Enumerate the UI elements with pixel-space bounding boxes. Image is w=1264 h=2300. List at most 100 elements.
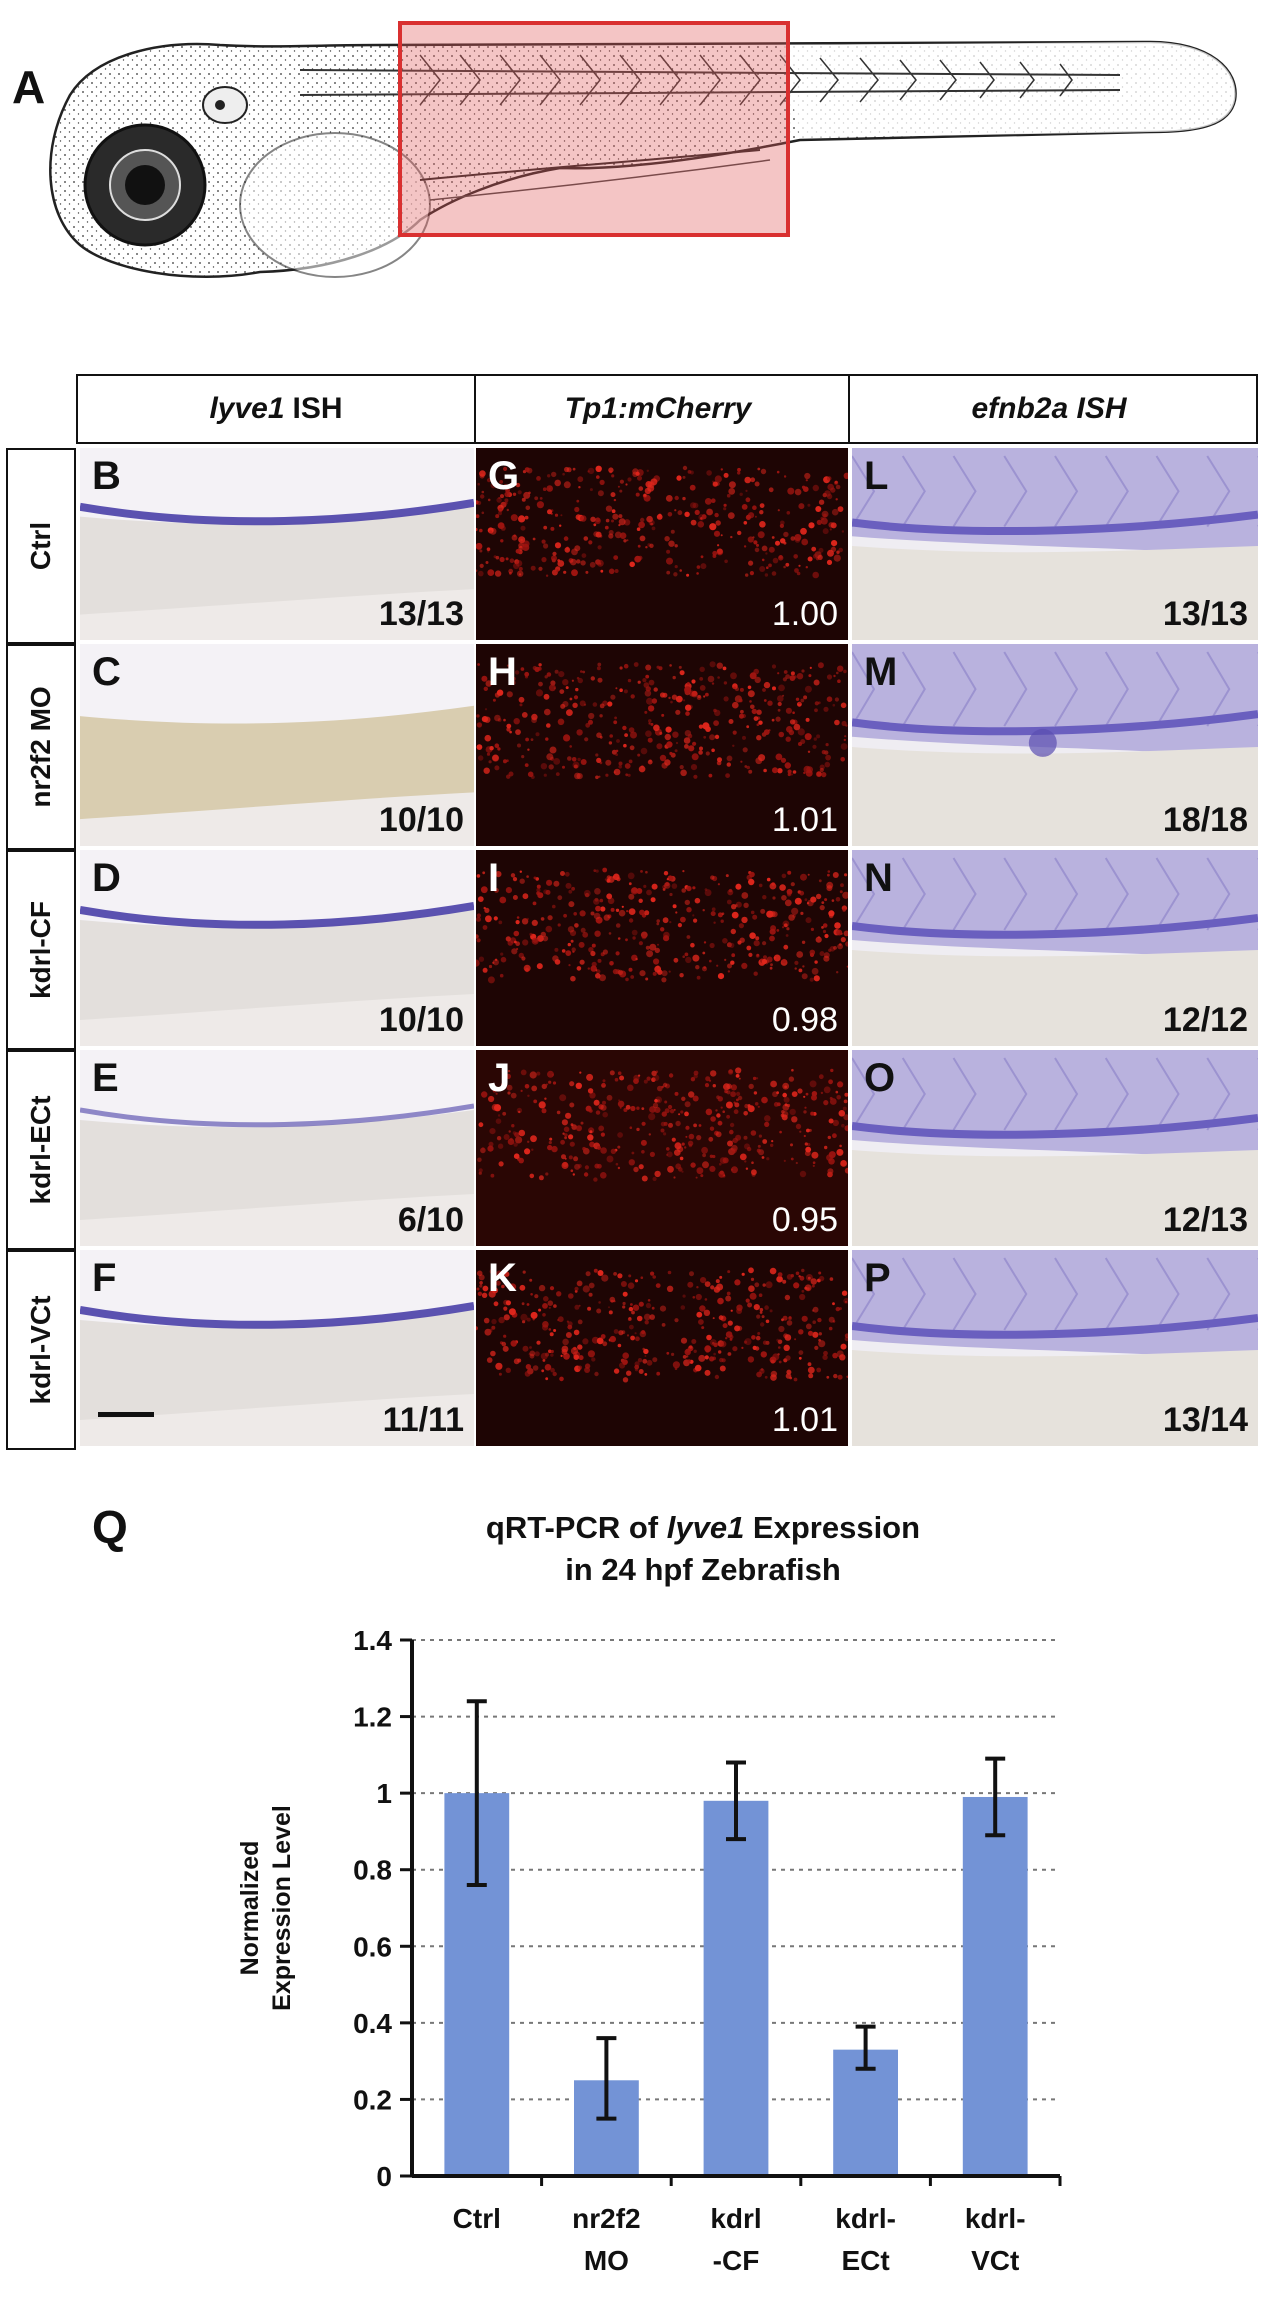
efnb2a-micrograph-p: [852, 1250, 1258, 1446]
efnb2a-quant-l: 13/13: [1162, 595, 1248, 633]
fluo-panel-i: I 0.98: [476, 850, 848, 1046]
lyve1-panel-f: F 11/11: [80, 1250, 474, 1446]
x-category-label: nr2f2: [572, 2203, 640, 2234]
efnb2a-quant-o: 12/13: [1162, 1201, 1248, 1239]
region-highlight-box: [398, 21, 790, 237]
efnb2a-panel-p: P 13/14: [852, 1250, 1258, 1446]
lyve1-panel-d: D 10/10: [80, 850, 474, 1046]
panel-letter-o: O: [864, 1056, 896, 1100]
y-tick-label: 0.6: [353, 1931, 392, 1962]
chart-title-line2: in 24 hpf Zebrafish: [565, 1552, 841, 1587]
lyve1-micrograph-c: [80, 644, 474, 820]
panel-letter-c: C: [92, 650, 121, 694]
bar: [962, 1796, 1028, 2176]
y-tick-label: 0.8: [353, 1855, 392, 1886]
panel-letter-g: G: [488, 454, 520, 498]
chart-title-line1: qRT-PCR of lyve1 Expression: [486, 1510, 920, 1545]
y-tick-label: 1.4: [353, 1625, 392, 1656]
fluo-quant-g: 1.00: [771, 595, 838, 633]
lyve1-micrograph-e: [80, 1050, 474, 1220]
efnb2a-quant-p: 13/14: [1162, 1401, 1248, 1439]
column-header-lyve1-italic: lyve1: [209, 392, 285, 425]
y-axis-label-line1: Normalized: [236, 1841, 264, 1976]
panel-letter-j: J: [488, 1056, 511, 1100]
panel-q-letter: Q: [92, 1501, 128, 1553]
efnb2a-micrograph-l: [852, 448, 1258, 640]
efnb2a-micrograph-n: [852, 850, 1258, 1046]
x-category-label: kdrl-: [965, 2203, 1026, 2234]
error-bar: [596, 2036, 617, 2121]
error-bar: [466, 1699, 487, 1888]
lyve1-panel-c: C 10/10: [80, 644, 474, 846]
column-header-lyve1: lyve1 ISH: [76, 374, 476, 444]
lyve1-micrograph-d: [80, 850, 474, 1020]
row-label-nr2f2-mo-text: nr2f2 MO: [25, 686, 56, 808]
fluo-micrograph-j: [476, 1050, 848, 1246]
panel-letter-k: K: [488, 1256, 517, 1300]
lyve1-panel-b: B 13/13: [80, 448, 474, 640]
lyve1-quant-c: 10/10: [378, 801, 464, 839]
row-label-kdrl-cf: kdrl-CF: [6, 850, 76, 1050]
x-category-label: kdrl: [710, 2203, 761, 2234]
error-bar: [985, 1756, 1006, 1838]
column-header-lyve1-rest: ISH: [292, 392, 343, 425]
chart-title-suffix: Expression: [744, 1510, 920, 1545]
column-header-mcherry-italic: Tp1:mCherry: [564, 392, 752, 425]
scale-bar: [98, 1412, 154, 1417]
fluo-micrograph-k: [476, 1250, 848, 1446]
lyve1-micrograph-f: [80, 1250, 474, 1420]
efnb2a-quant-m: 18/18: [1162, 801, 1248, 839]
fluo-micrograph-h: [476, 644, 848, 846]
y-tick-label: 1: [376, 1778, 392, 1809]
y-tick-label: 0.4: [353, 2008, 392, 2039]
x-category-label: ECt: [841, 2245, 889, 2276]
panel-letter-d: D: [92, 856, 121, 900]
panel-letter-l: L: [864, 454, 889, 498]
panel-a-letter: A: [12, 61, 46, 113]
fluo-panel-j: J 0.95: [476, 1050, 848, 1246]
lyve1-quant-e: 6/10: [397, 1201, 464, 1239]
panel-letter-h: H: [488, 650, 517, 694]
row-label-kdrl-cf-text: kdrl-CF: [25, 901, 56, 999]
fluo-panel-g: G 1.00: [476, 448, 848, 640]
qrtpcr-bar-chart: qRT-PCR of lyve1 Expression in 24 hpf Ze…: [236, 1510, 1062, 2276]
row-label-ctrl-text: Ctrl: [25, 521, 56, 571]
x-category-label: VCt: [971, 2245, 1019, 2276]
row-label-kdrl-vct-text: kdrl-VCt: [25, 1295, 56, 1405]
lyve1-quant-b: 13/13: [378, 595, 464, 633]
fluo-quant-i: 0.98: [771, 1001, 838, 1039]
panel-letter-n: N: [864, 856, 893, 900]
panel-letter-b: B: [92, 454, 121, 498]
row-label-ctrl: Ctrl: [6, 448, 76, 644]
efnb2a-quant-n: 12/12: [1162, 1001, 1248, 1039]
fluo-micrograph-g: [476, 448, 848, 640]
panel-letter-p: P: [864, 1256, 891, 1300]
fluo-micrograph-i: [476, 850, 848, 1046]
row-label-kdrl-ect-text: kdrl-ECt: [25, 1095, 56, 1205]
error-bar: [855, 2024, 876, 2071]
chart-title-italic: lyve1: [667, 1510, 745, 1545]
panel-letter-i: I: [488, 856, 500, 900]
fluo-panel-h: H 1.01: [476, 644, 848, 846]
efnb2a-panel-m: M 18/18: [852, 644, 1258, 846]
lyve1-panel-e: E 6/10: [80, 1050, 474, 1246]
efnb2a-panel-l: L 13/13: [852, 448, 1258, 640]
fluo-quant-h: 1.01: [771, 801, 838, 839]
lyve1-quant-d: 10/10: [378, 1001, 464, 1039]
row-label-nr2f2-mo: nr2f2 MO: [6, 644, 76, 850]
y-tick-label: 0.2: [353, 2084, 392, 2115]
fluo-quant-k: 1.01: [771, 1401, 838, 1439]
efnb2a-panel-o: O 12/13: [852, 1050, 1258, 1246]
panel-letter-f: F: [92, 1256, 117, 1300]
x-category-label: Ctrl: [453, 2203, 501, 2234]
lyve1-quant-f: 11/11: [382, 1401, 464, 1439]
x-category-label: MO: [584, 2245, 629, 2276]
column-header-efnb2a: efnb2a ISH: [848, 374, 1258, 444]
bar: [703, 1800, 769, 2176]
efnb2a-micrograph-o: [852, 1050, 1258, 1246]
row-label-kdrl-ect: kdrl-ECt: [6, 1050, 76, 1250]
efnb2a-panel-n: N 12/12: [852, 850, 1258, 1046]
y-tick-label: 0: [376, 2161, 392, 2192]
row-label-kdrl-vct: kdrl-VCt: [6, 1250, 76, 1450]
x-category-label: -CF: [713, 2245, 760, 2276]
